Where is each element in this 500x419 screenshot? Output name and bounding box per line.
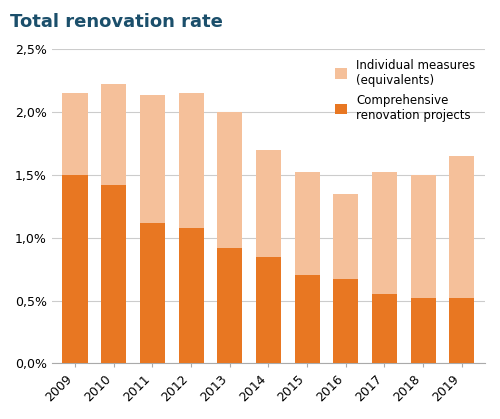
Bar — [101, 85, 126, 185]
Bar — [333, 279, 358, 363]
Bar — [256, 150, 281, 256]
Bar — [410, 175, 436, 298]
Bar — [449, 298, 474, 363]
Bar — [178, 228, 204, 363]
Bar — [62, 175, 88, 363]
Bar — [217, 248, 242, 363]
Bar — [178, 93, 204, 228]
Bar — [140, 95, 165, 222]
Bar — [217, 112, 242, 248]
Bar — [372, 172, 397, 294]
Bar — [333, 194, 358, 279]
Bar — [372, 294, 397, 363]
Text: Total renovation rate: Total renovation rate — [10, 13, 223, 31]
Legend: Individual measures
(equivalents), Comprehensive
renovation projects: Individual measures (equivalents), Compr… — [332, 55, 479, 125]
Bar — [140, 222, 165, 363]
Bar — [410, 298, 436, 363]
Bar — [449, 156, 474, 298]
Bar — [294, 275, 320, 363]
Bar — [256, 256, 281, 363]
Bar — [101, 185, 126, 363]
Bar — [62, 93, 88, 175]
Bar — [294, 172, 320, 275]
